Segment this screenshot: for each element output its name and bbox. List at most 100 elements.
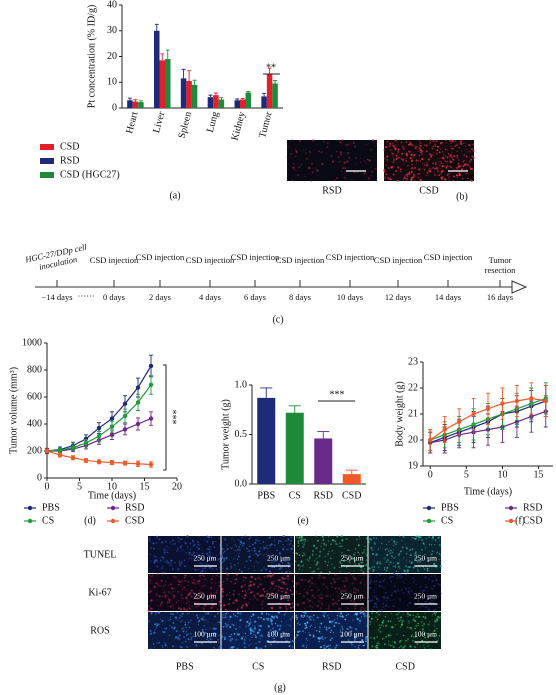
microscopy-image: [368, 574, 441, 611]
texture-dot: [269, 559, 271, 561]
bar: [245, 92, 251, 108]
texture-dot: [185, 634, 188, 636]
texture-dot: [280, 620, 282, 622]
texture-dot: [345, 577, 348, 580]
texture-dot: [275, 585, 277, 588]
texture-dot: [178, 616, 181, 619]
texture-dot: [176, 550, 178, 552]
texture-dot: [282, 631, 285, 635]
texture-dot: [297, 630, 300, 634]
texture-dot: [340, 153, 343, 156]
texture-dot: [312, 635, 315, 638]
texture-dot: [255, 553, 258, 555]
texture-dot: [320, 593, 323, 596]
texture-dot: [298, 630, 301, 633]
panel-caption: (d): [84, 515, 96, 526]
scale-label: 100 μm: [267, 630, 290, 639]
texture-dot: [439, 173, 441, 175]
texture-dot: [356, 538, 358, 541]
texture-dot: [383, 574, 386, 576]
texture-dot: [241, 571, 243, 574]
texture-dot: [406, 569, 409, 572]
texture-dot: [411, 163, 413, 166]
texture-dot: [184, 623, 187, 626]
texture-dot: [445, 139, 447, 142]
texture-dot: [334, 618, 336, 621]
texture-dot: [461, 139, 463, 142]
texture-dot: [150, 632, 153, 635]
texture-dot: [413, 175, 415, 177]
texture-dot: [312, 614, 315, 617]
texture-dot: [315, 563, 318, 566]
texture-dot: [421, 539, 424, 541]
texture-dot: [149, 578, 152, 581]
texture-dot: [351, 594, 353, 596]
texture-dot: [262, 607, 264, 609]
texture-dot: [311, 594, 314, 597]
texture-dot: [403, 537, 405, 539]
point: [83, 440, 89, 446]
texture-dot: [405, 559, 408, 561]
texture-dot: [292, 593, 295, 596]
point: [122, 427, 128, 432]
texture-dot: [317, 589, 320, 591]
texture-dot: [309, 634, 312, 637]
texture-dot: [343, 176, 346, 179]
texture-dot: [177, 579, 180, 582]
texture-dot: [243, 642, 246, 644]
texture-dot: [317, 567, 320, 570]
texture-dot: [392, 159, 395, 161]
texture-dot: [427, 608, 430, 612]
texture-dot: [322, 556, 325, 558]
texture-dot: [378, 609, 381, 612]
texture-dot: [397, 150, 400, 153]
texture-dot: [350, 630, 353, 633]
texture-dot: [419, 142, 421, 144]
texture-dot: [408, 614, 411, 617]
texture-dot: [398, 574, 401, 577]
texture-dot: [365, 537, 368, 540]
texture-dot: [230, 566, 233, 569]
texture-dot: [446, 165, 449, 168]
texture-dot: [302, 545, 305, 548]
texture-dot: [418, 624, 420, 626]
texture-dot: [431, 537, 434, 540]
texture-dot: [241, 590, 244, 593]
texture-dot: [401, 546, 404, 549]
texture-dot: [174, 636, 177, 639]
texture-dot: [419, 179, 422, 182]
texture-dot: [434, 144, 437, 147]
texture-dot: [434, 608, 437, 611]
texture-dot: [353, 561, 356, 564]
texture-dot: [305, 157, 308, 160]
texture-dot: [238, 593, 240, 595]
texture-dot: [402, 145, 404, 148]
texture-dot: [288, 542, 291, 546]
texture-dot: [354, 591, 357, 594]
texture-dot: [222, 589, 224, 591]
texture-dot: [213, 631, 216, 635]
texture-dot: [177, 568, 180, 571]
texture-dot: [422, 542, 425, 545]
texture-dot: [368, 575, 371, 578]
texture-dot: [363, 613, 366, 616]
texture-dot: [304, 632, 306, 634]
texture-dot: [260, 553, 262, 555]
texture-dot: [341, 139, 344, 141]
texture-dot: [355, 634, 358, 637]
texture-dot: [259, 578, 261, 580]
texture-dot: [435, 578, 438, 582]
texture-dot: [299, 140, 302, 143]
texture-dot: [402, 158, 405, 161]
texture-dot: [350, 599, 353, 602]
texture-dot: [411, 156, 414, 159]
texture-dot: [185, 602, 188, 605]
texture-dot: [300, 578, 303, 581]
texture-dot: [219, 551, 221, 554]
texture-dot: [153, 632, 155, 635]
texture-dot: [240, 586, 243, 589]
texture-dot: [357, 551, 360, 554]
texture-dot: [392, 143, 394, 145]
texture-dot: [465, 155, 468, 158]
texture-dot: [338, 561, 342, 564]
